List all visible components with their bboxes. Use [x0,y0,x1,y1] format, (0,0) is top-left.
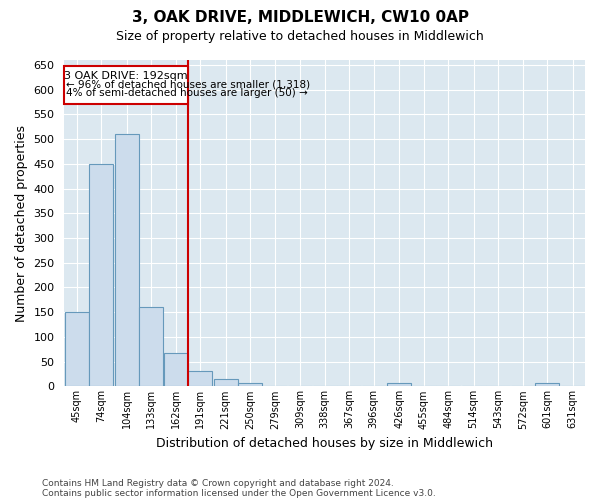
Text: 3, OAK DRIVE, MIDDLEWICH, CW10 0AP: 3, OAK DRIVE, MIDDLEWICH, CW10 0AP [131,10,469,25]
Bar [164,353,188,386]
Text: Contains HM Land Registry data © Crown copyright and database right 2024.: Contains HM Land Registry data © Crown c… [42,478,394,488]
Bar [214,380,238,386]
Text: Size of property relative to detached houses in Middlewich: Size of property relative to detached ho… [116,30,484,43]
Bar [139,308,163,386]
Bar [238,383,262,386]
Y-axis label: Number of detached properties: Number of detached properties [15,124,28,322]
Text: 4% of semi-detached houses are larger (50) →: 4% of semi-detached houses are larger (5… [66,88,308,98]
FancyBboxPatch shape [64,66,188,104]
Text: Contains public sector information licensed under the Open Government Licence v3: Contains public sector information licen… [42,488,436,498]
Text: 3 OAK DRIVE: 192sqm: 3 OAK DRIVE: 192sqm [64,71,188,81]
X-axis label: Distribution of detached houses by size in Middlewich: Distribution of detached houses by size … [156,437,493,450]
Bar [188,370,212,386]
Bar [387,383,411,386]
Bar [89,164,113,386]
Bar [115,134,139,386]
Bar [65,312,89,386]
Bar [535,383,559,386]
Text: ← 96% of detached houses are smaller (1,318): ← 96% of detached houses are smaller (1,… [66,80,310,90]
